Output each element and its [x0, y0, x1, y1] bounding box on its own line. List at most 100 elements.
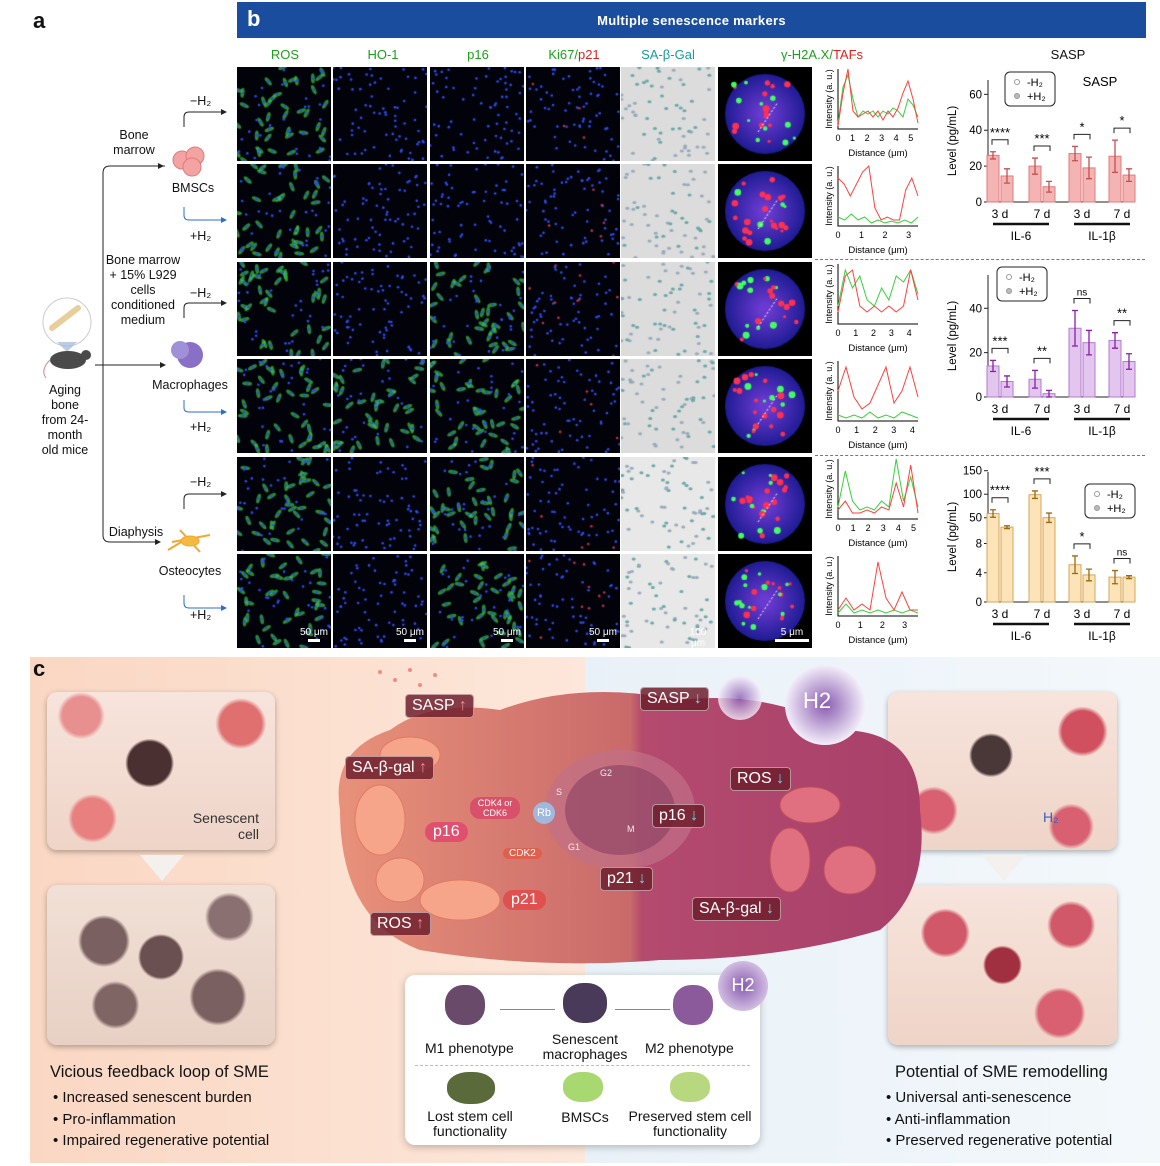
scale-bar-label: 5 μm: [780, 627, 804, 638]
bmsc-icon: [563, 1072, 603, 1102]
green-intensity-line: [837, 411, 919, 419]
tag-text: p16: [659, 807, 686, 824]
legend-label: +H₂: [1107, 503, 1126, 515]
micrograph-gh2ax-tafs: [718, 262, 812, 356]
macrophage-bmsc-box: H2 M1 phenotype Senescent macrophages M2…: [405, 961, 768, 1145]
x-tick-label: 1: [850, 133, 855, 143]
down-arrow-icon: ↓: [776, 770, 785, 787]
x-tick-label: 4: [896, 523, 901, 533]
micrograph-ki67-p21: [526, 262, 620, 356]
scale-bar: 50 μm: [492, 627, 522, 642]
category-label: 7 d: [1114, 402, 1131, 416]
x-tick-label: 3: [891, 425, 896, 435]
significance-bracket: [1073, 297, 1091, 304]
category-label: 3 d: [1074, 607, 1091, 621]
senescent-cell-image: Senescent cell: [47, 692, 275, 850]
error-bar: [1072, 555, 1078, 575]
bar-plus-h2: [1042, 517, 1056, 603]
bar-plus-h2: [1000, 526, 1014, 603]
significance-label: ***: [992, 333, 1007, 348]
legend-label: -H₂: [1027, 77, 1043, 89]
micrograph-ki67-p21: [526, 457, 620, 551]
micrograph-p16: [430, 457, 524, 551]
micrograph-gh2ax-tafs: [718, 164, 812, 258]
micrograph-ki67-p21: [526, 164, 620, 258]
x-axis-label: Distance (μm): [848, 245, 907, 256]
significance-bracket: [1113, 127, 1131, 134]
m1-macrophage-icon: [445, 985, 485, 1025]
down-arrow-icon: ↓: [766, 900, 775, 917]
significance-label: *: [1079, 529, 1084, 544]
panel-label-a: a: [33, 8, 46, 33]
panel-label-c: c: [33, 656, 46, 681]
error-bar: [990, 359, 996, 373]
tag-text: SASP: [412, 697, 455, 714]
x-axis-label: Distance (μm): [848, 343, 907, 354]
senescent-macrophages-label: Senescent macrophages: [542, 1031, 628, 1062]
y-tick-label: 150: [963, 466, 982, 478]
m1-label: M1 phenotype: [425, 1040, 514, 1056]
x-axis-label: Distance (μm): [848, 635, 907, 646]
h2-bubble-label: H2: [803, 688, 832, 713]
panel-b-header: b Multiple senescence markers: [237, 2, 1146, 38]
y-tick-label: 20: [969, 161, 982, 173]
plus-h2-ost: +H₂: [190, 608, 212, 622]
category-label: 3 d: [992, 607, 1009, 621]
tag-text: ROS: [377, 915, 412, 932]
plus-h2-mac: +H₂: [190, 420, 212, 434]
micrograph-gh2ax-tafs: [718, 67, 812, 161]
micrograph-ros: [237, 457, 331, 551]
x-tick-label: 0: [835, 523, 840, 533]
bar-plus-h2: [1122, 576, 1136, 603]
legend-marker: [1014, 79, 1020, 85]
sa-b-gal-up-tag: SA-β-gal ↑: [345, 756, 435, 780]
scale-bar-line: [597, 639, 609, 642]
up-arrow-icon: ↑: [416, 915, 425, 932]
significance-bracket: [1033, 357, 1051, 364]
down-arrow-right: [982, 855, 1026, 881]
legend-label: +H₂: [1019, 286, 1038, 298]
panel-label-b: b: [247, 6, 261, 31]
right-title: Potential of SME remodelling: [895, 1063, 1108, 1081]
category-label: 7 d: [1114, 207, 1131, 221]
x-tick-label: 5: [908, 133, 913, 143]
scale-bar: 50 μm: [588, 627, 618, 642]
error-bar: [1072, 309, 1078, 347]
y-axis-label: Intensity (a. u.): [824, 166, 834, 226]
scale-bar: 50 μm: [299, 627, 329, 642]
bar-chart: 0 4 8 50 100 150 Level (pg/mL) **** 3 d *** 7 d * 3 …: [947, 464, 1136, 643]
scale-bar-label: 50 μm: [300, 627, 328, 638]
micrograph-ros: [237, 262, 331, 356]
micrograph-ros: [237, 554, 331, 648]
x-tick-label: 2: [866, 523, 871, 533]
category-label: 7 d: [1034, 607, 1051, 621]
sme-burden-image: [47, 885, 275, 1045]
rb-node: Rb: [533, 802, 555, 824]
x-axis-label: Distance (μm): [848, 538, 907, 549]
tag-text: SA-β-gal: [352, 759, 415, 776]
micrograph-sa-b-gal: [621, 67, 715, 161]
preserved-function-label: Preserved stem cell functionality: [628, 1108, 752, 1139]
x-tick-label: 0: [835, 328, 840, 338]
x-tick-label: 2: [873, 425, 878, 435]
bmsc-label: BMSCs: [561, 1109, 609, 1125]
intensity-profile-plot: 0 1 2 3 Distance (μm) Intensity (a. u.): [824, 556, 919, 646]
lost-function-label: Lost stem cell functionality: [427, 1108, 513, 1139]
scale-bar-line: [308, 639, 320, 642]
p16-node: p16: [425, 822, 468, 842]
minus-h2-bmsc: −H₂: [190, 94, 212, 108]
group-label: IL-1β: [1088, 424, 1116, 438]
micrograph-gh2ax-tafs: [718, 359, 812, 453]
senescent-macrophage-icon: [563, 983, 607, 1023]
significance-label: *: [1079, 119, 1084, 134]
error-bar: [1032, 157, 1038, 175]
header-title: Multiple senescence markers: [597, 13, 786, 28]
scale-bar-line: [501, 639, 513, 642]
micrograph-p16: [430, 554, 524, 648]
x-axis-label: Distance (μm): [848, 440, 907, 451]
scale-bar-line: [775, 639, 809, 642]
micrograph-sa-b-gal: [621, 164, 715, 258]
